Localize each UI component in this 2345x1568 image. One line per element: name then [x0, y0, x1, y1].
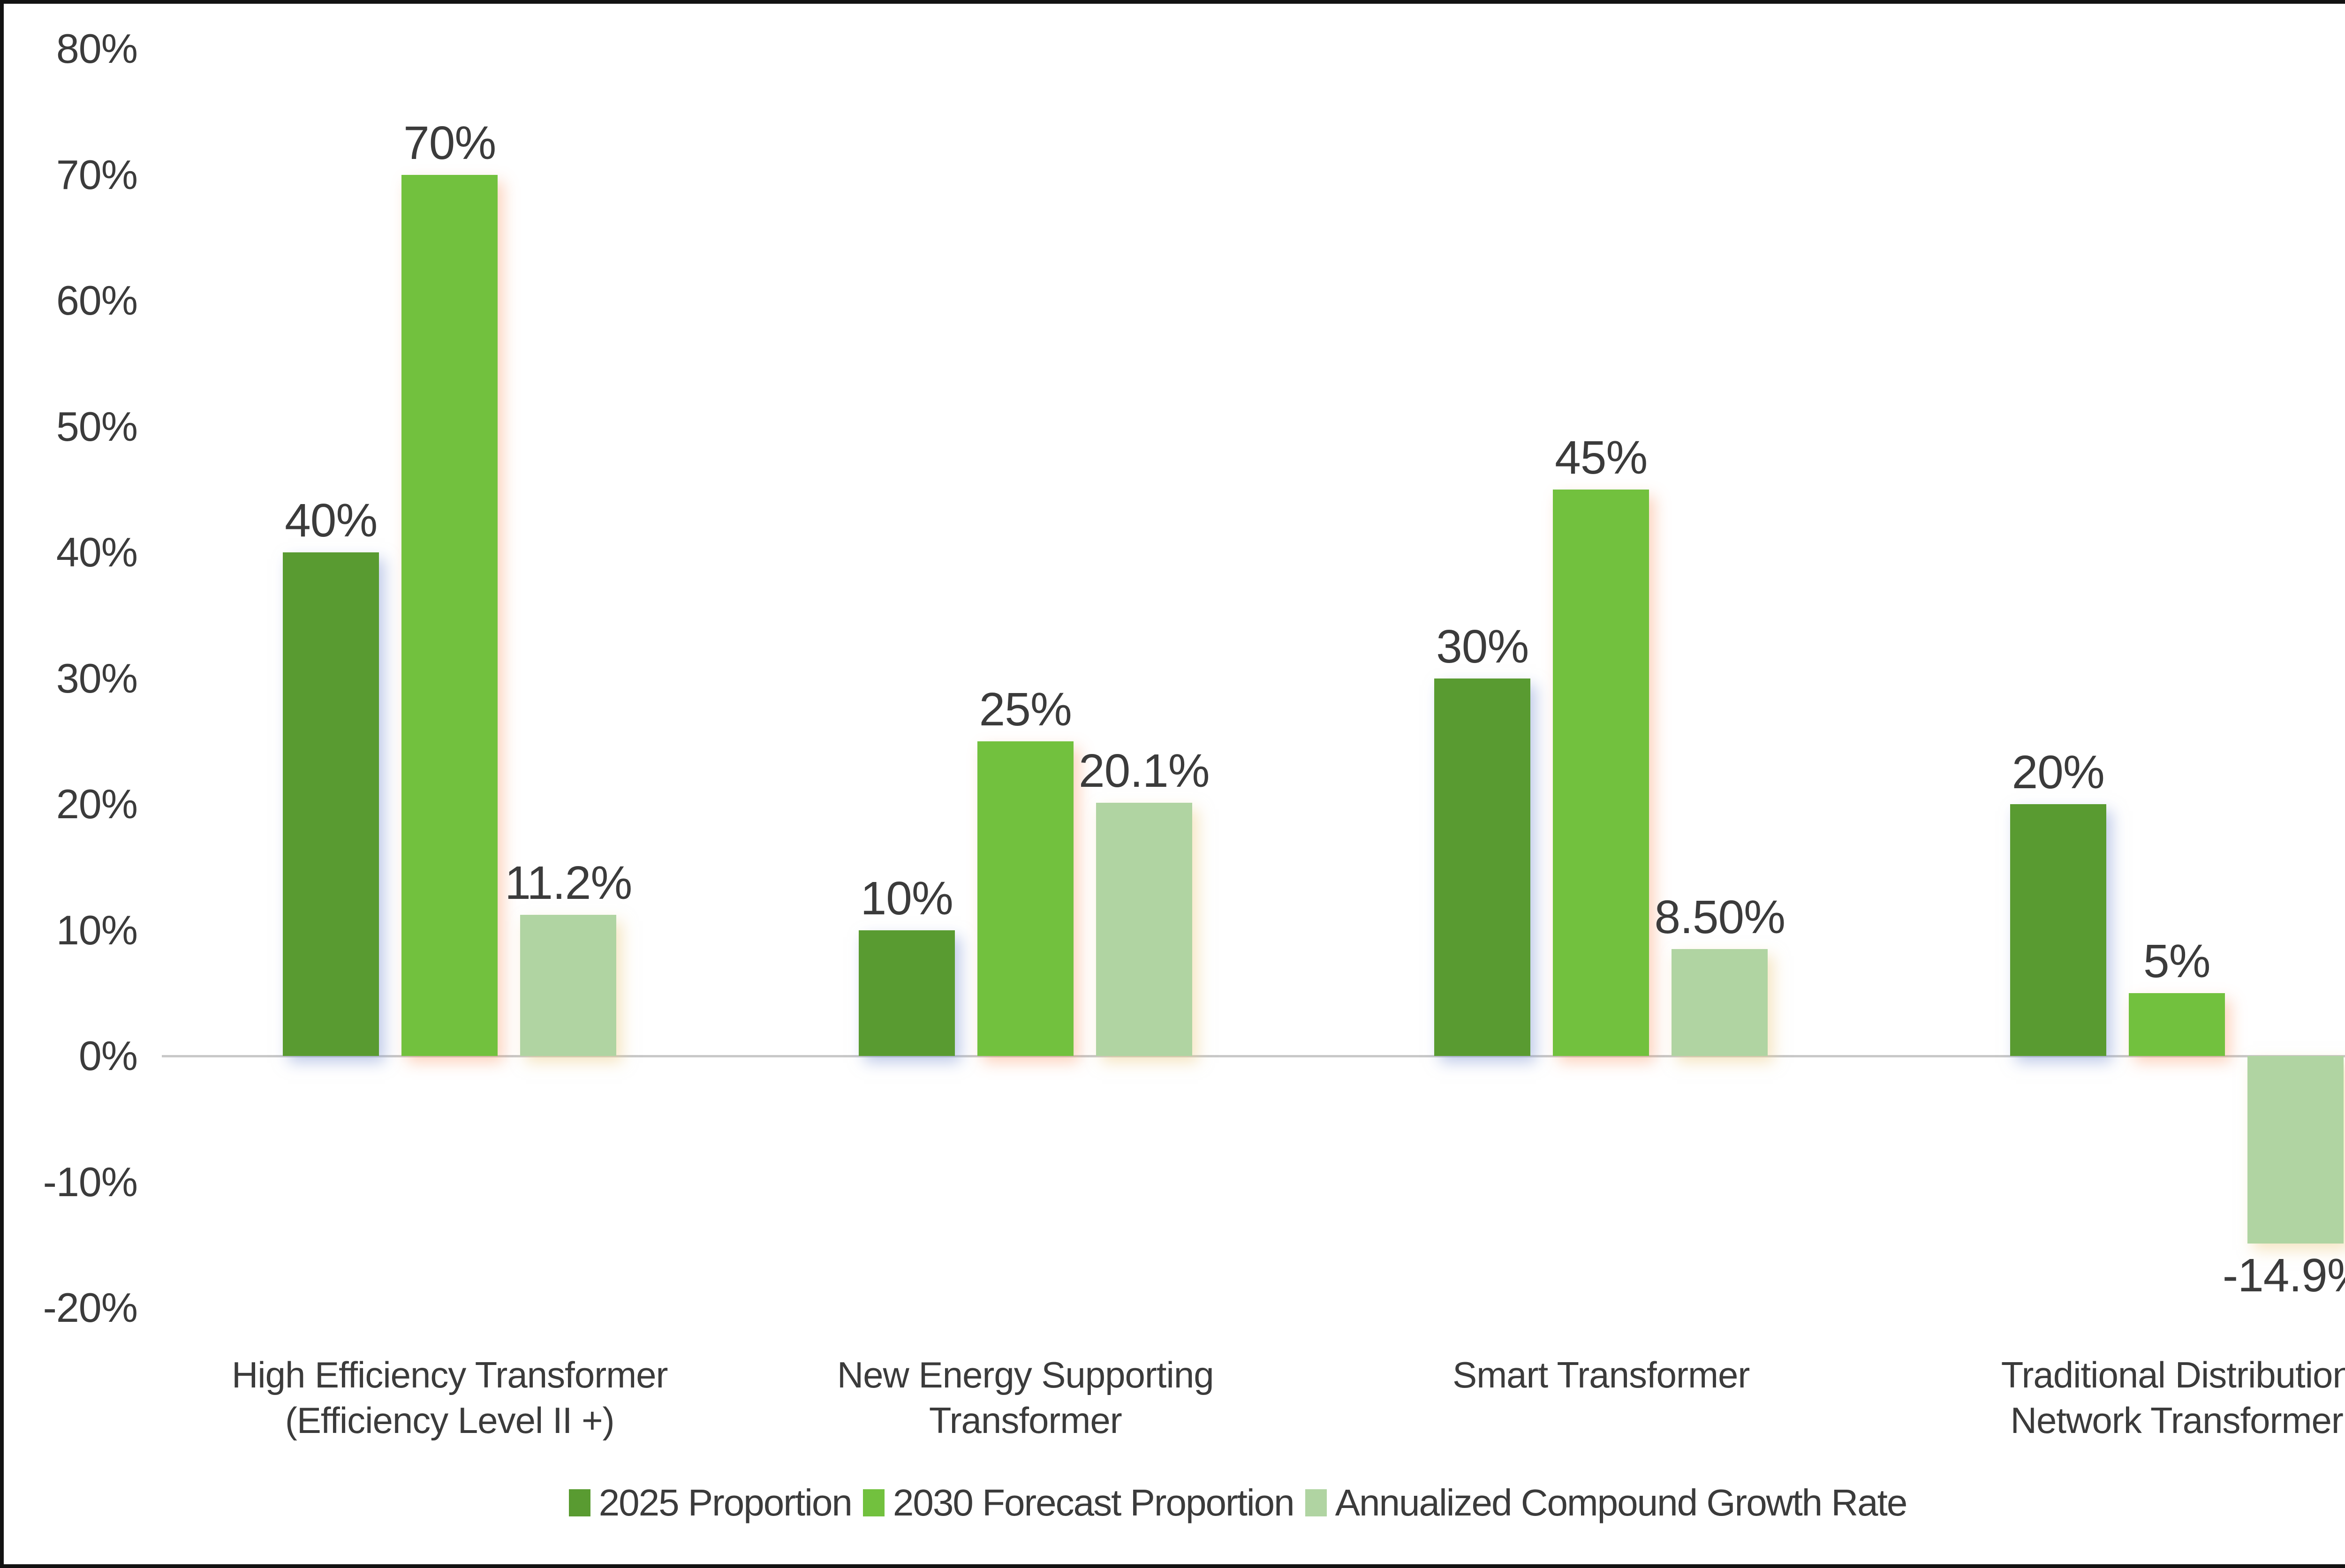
y-tick-label: 20%: [56, 781, 138, 827]
legend-swatch: [568, 1489, 590, 1516]
category-label: High Efficiency Transformer (Efficiency L…: [162, 1352, 738, 1443]
bar-series0-cat1: [858, 930, 955, 1056]
legend-label: 2030 Forecast Proportion: [893, 1482, 1295, 1523]
legend-swatch: [862, 1489, 885, 1516]
legend-item: Annualized Compound Growth Rate: [1305, 1481, 1907, 1524]
y-tick-label: 80%: [56, 25, 138, 72]
value-label: 8.50%: [1654, 890, 1785, 943]
legend-swatch: [1305, 1489, 1327, 1516]
category-label-line: Traditional Distribution: [2001, 1354, 2345, 1395]
legend-item: 2030 Forecast Proportion: [862, 1481, 1295, 1524]
bar-series0-cat3: [2010, 804, 2106, 1056]
y-tick-label: 40%: [56, 529, 138, 575]
legend: 2025 Proportion 2030 Forecast Proportion A…: [4, 1477, 2345, 1529]
value-label: -14.9%: [2222, 1249, 2345, 1302]
bar-series2-cat2: [1672, 949, 1768, 1056]
category-label: Smart Transformer: [1313, 1352, 1889, 1398]
value-label: 5%: [2143, 935, 2211, 988]
category-label-line: High Efficiency Transformer: [231, 1354, 668, 1395]
x-axis-line: [162, 1055, 2345, 1057]
y-tick-label: 60%: [56, 277, 138, 324]
category-label-line: New Energy Supporting: [837, 1354, 1214, 1395]
bar-series2-cat1: [1096, 803, 1192, 1056]
y-tick-label: 50%: [56, 403, 138, 450]
y-tick-label: 10%: [56, 906, 138, 953]
category-label-line: Transformer: [929, 1400, 1122, 1441]
y-tick-label: -20%: [43, 1284, 138, 1331]
value-label: 45%: [1555, 431, 1648, 484]
value-label: 40%: [285, 494, 378, 547]
y-tick-label: 0%: [78, 1033, 138, 1079]
bar-series1-cat3: [2128, 993, 2225, 1056]
category-label-line: Network Transformer: [2010, 1400, 2344, 1441]
bar-series0-cat0: [283, 552, 379, 1056]
legend-item: 2025 Proportion: [568, 1481, 853, 1524]
legend-label: 2025 Proportion: [598, 1482, 853, 1523]
legend-label: Annualized Compound Growth Rate: [1335, 1482, 1908, 1523]
y-tick-label: 30%: [56, 655, 138, 701]
value-label: 11.2%: [505, 857, 632, 910]
category-label-line: Smart Transformer: [1452, 1354, 1750, 1395]
value-label: 30%: [1436, 620, 1529, 673]
bar-series1-cat2: [1553, 489, 1649, 1056]
bar-series1-cat1: [977, 741, 1074, 1056]
value-label: 10%: [860, 872, 953, 925]
category-label: New Energy Supporting Transformer: [738, 1352, 1314, 1443]
y-tick-label: -10%: [43, 1158, 138, 1205]
value-label: 20.1%: [1078, 745, 1210, 798]
category-label: Traditional Distribution Network Transfor…: [1889, 1352, 2345, 1443]
value-label: 20%: [2012, 746, 2105, 799]
bar-series1-cat0: [401, 174, 498, 1056]
bar-series2-cat0: [520, 915, 617, 1056]
bar-series0-cat2: [1434, 678, 1531, 1056]
y-tick-label: 70%: [56, 151, 138, 198]
bar-series2-cat3: [2247, 1056, 2344, 1244]
value-label: 25%: [979, 683, 1072, 736]
category-label-line: (Efficiency Level II +): [285, 1400, 615, 1441]
value-label: 70%: [403, 116, 496, 169]
